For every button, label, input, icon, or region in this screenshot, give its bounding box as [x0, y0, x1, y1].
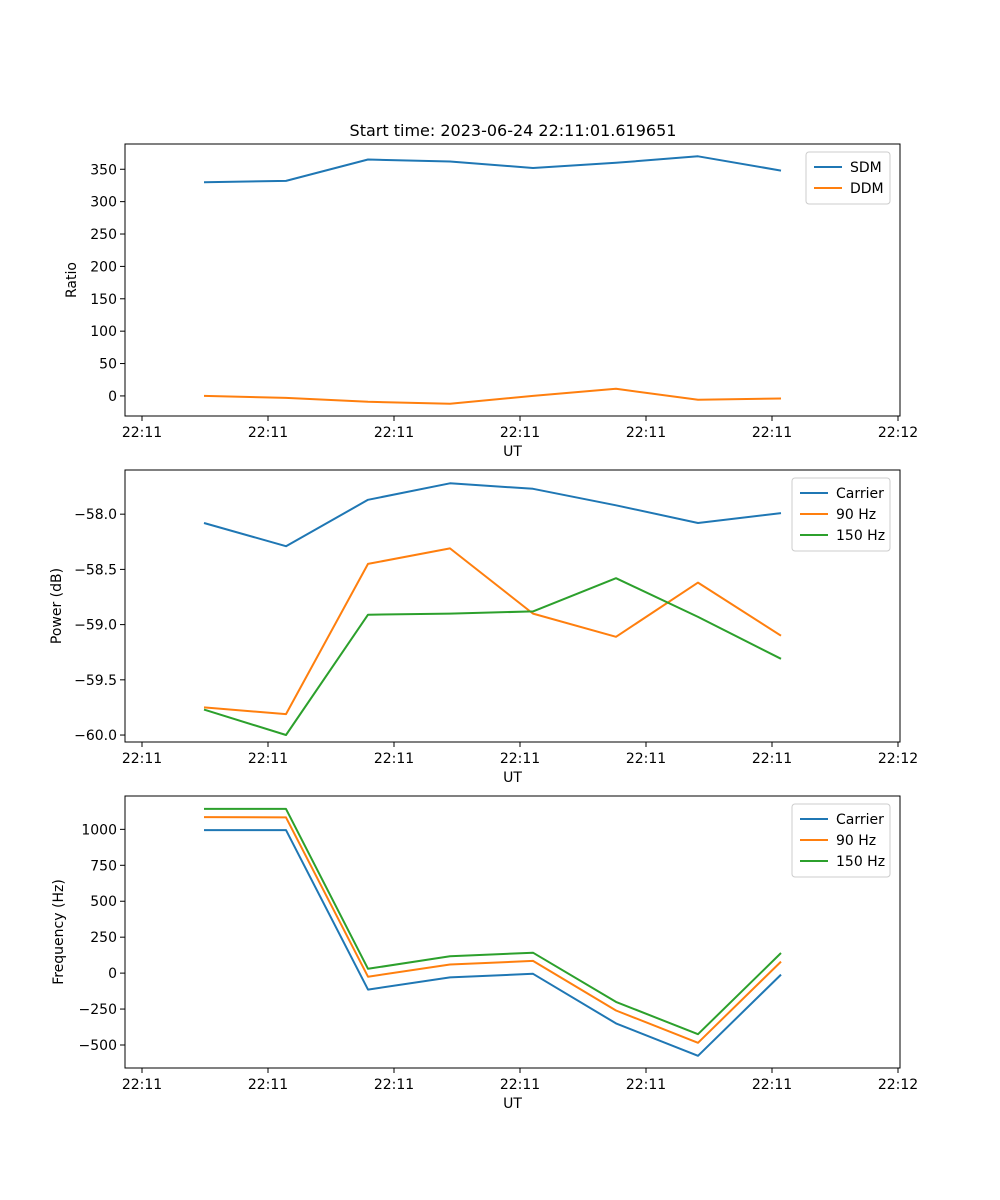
x-tick-label: 22:11 [122, 425, 162, 441]
y-axis-label: Ratio [64, 262, 80, 298]
y-tick-label: 250 [90, 227, 117, 243]
legend-label: 150 Hz [836, 854, 885, 870]
x-tick-label: 22:11 [626, 751, 666, 767]
series-line-sdm [203, 155, 782, 184]
y-tick-label: 150 [90, 292, 117, 308]
x-tick-label: 22:12 [878, 1077, 918, 1093]
legend-box [791, 477, 891, 552]
y-tick-label: 250 [90, 930, 117, 946]
x-tick-label: 22:12 [878, 751, 918, 767]
series-line-90-hz [203, 816, 782, 1044]
legend-label: DDM [850, 181, 884, 197]
x-axis-label: UT [503, 1096, 522, 1112]
y-tick-label: −250 [79, 1002, 117, 1018]
x-tick-label: 22:11 [752, 1077, 792, 1093]
x-tick-label: 22:11 [500, 751, 540, 767]
chart-panel-3: 22:11 22:11 22:11 22:11 22:11 22:11 22:12 −500 −… [51, 795, 918, 1112]
x-tick-label: 22:11 [374, 425, 414, 441]
series-line-150-hz [203, 577, 782, 736]
legend: SDM DDM [805, 151, 891, 205]
chart-panel-2: 22:11 22:11 22:11 22:11 22:11 22:11 22:12 −60.0… [49, 469, 918, 786]
y-tick-label: 0 [108, 966, 117, 982]
y-tick-label: −60.0 [74, 728, 117, 744]
legend-label: Carrier [836, 486, 884, 502]
y-tick-label: 50 [99, 357, 117, 373]
x-tick-label: 22:11 [752, 425, 792, 441]
legend-box [791, 803, 891, 878]
y-tick-label: 200 [90, 259, 117, 275]
y-axis-label: Power (dB) [49, 568, 65, 644]
legend-label: Carrier [836, 812, 884, 828]
plot-frame [124, 143, 901, 417]
legend: Carrier 90 Hz 150 Hz [791, 803, 891, 878]
y-tick-label: 350 [90, 162, 117, 178]
x-tick-label: 22:11 [752, 751, 792, 767]
y-tick-label: 0 [108, 389, 117, 405]
legend-label: SDM [850, 160, 882, 176]
y-tick-label: 1000 [81, 822, 117, 838]
x-tick-label: 22:11 [374, 751, 414, 767]
series-line-150-hz [204, 807, 782, 1036]
legend: Carrier 90 Hz 150 Hz [791, 477, 891, 552]
plot-frame [124, 469, 901, 743]
chart-panel-1: 22:11 22:11 22:11 22:11 22:11 22:11 22:12 0 50 10… [64, 143, 918, 460]
legend-label: 90 Hz [836, 507, 876, 523]
y-tick-label: 300 [90, 195, 117, 211]
y-tick-label: −58.5 [74, 562, 117, 578]
x-tick-label: 22:11 [248, 1077, 288, 1093]
legend-label: 150 Hz [836, 528, 885, 544]
series-line-carrier [204, 829, 782, 1057]
series-line-carrier [203, 482, 782, 548]
x-axis-label: UT [503, 770, 522, 786]
y-tick-label: −58.0 [74, 507, 117, 523]
x-tick-label: 22:11 [626, 425, 666, 441]
x-tick-label: 22:11 [122, 1077, 162, 1093]
x-tick-label: 22:11 [374, 1077, 414, 1093]
series-line-90-hz [203, 547, 782, 716]
plot-frame [124, 795, 901, 1069]
y-axis-label: Frequency (Hz) [51, 879, 67, 985]
y-tick-label: −500 [79, 1038, 117, 1054]
x-tick-label: 22:11 [500, 425, 540, 441]
y-tick-label: 500 [90, 894, 117, 910]
x-axis-label: UT [503, 444, 522, 460]
y-tick-label: 750 [90, 858, 117, 874]
y-tick-label: −59.0 [74, 618, 117, 634]
legend-box [805, 151, 891, 205]
y-tick-label: −59.5 [74, 673, 117, 689]
x-tick-label: 22:11 [626, 1077, 666, 1093]
x-tick-label: 22:11 [122, 751, 162, 767]
x-tick-label: 22:12 [878, 425, 918, 441]
x-tick-label: 22:11 [248, 751, 288, 767]
figure-title: Start time: 2023-06-24 22:11:01.619651 [350, 121, 677, 140]
x-tick-label: 22:11 [248, 425, 288, 441]
y-tick-label: 100 [90, 324, 117, 340]
legend-label: 90 Hz [836, 833, 876, 849]
series-line-ddm [203, 387, 782, 405]
x-tick-label: 22:11 [500, 1077, 540, 1093]
